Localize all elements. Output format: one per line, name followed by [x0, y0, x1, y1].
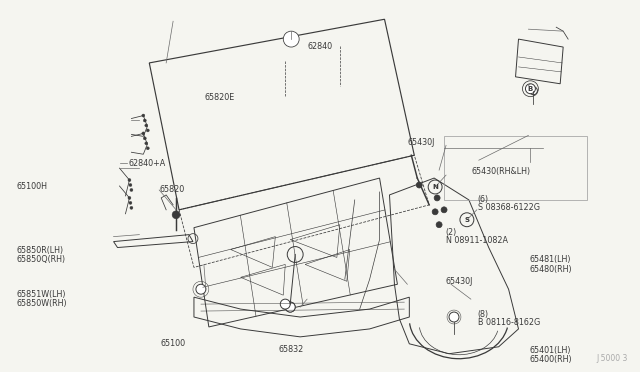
Circle shape — [441, 207, 447, 213]
Text: 65832: 65832 — [279, 345, 304, 354]
Text: S 08368-6122G: S 08368-6122G — [477, 203, 540, 212]
Text: 65430J: 65430J — [446, 278, 473, 286]
Text: 65430(RH&LH): 65430(RH&LH) — [471, 167, 531, 176]
Circle shape — [143, 119, 147, 122]
Text: S: S — [465, 217, 469, 223]
Circle shape — [145, 142, 148, 145]
Text: 65851W(LH): 65851W(LH) — [17, 290, 66, 299]
Circle shape — [145, 124, 148, 127]
Text: 65100: 65100 — [160, 340, 185, 349]
Circle shape — [129, 201, 132, 204]
Text: 62840+A: 62840+A — [128, 158, 165, 168]
Circle shape — [147, 147, 149, 150]
Circle shape — [529, 87, 538, 95]
Text: 65430J: 65430J — [408, 138, 435, 147]
Text: (6): (6) — [477, 195, 489, 204]
Circle shape — [129, 183, 132, 186]
Text: 65850R(LH): 65850R(LH) — [17, 246, 63, 255]
Circle shape — [449, 312, 459, 322]
Text: 65820E: 65820E — [204, 93, 235, 102]
Text: (2): (2) — [446, 228, 457, 237]
Circle shape — [128, 196, 131, 199]
Text: 65400(RH): 65400(RH) — [530, 355, 572, 364]
Circle shape — [142, 132, 145, 135]
Circle shape — [172, 211, 180, 219]
Text: 65850Q(RH): 65850Q(RH) — [17, 255, 65, 264]
Text: 65850W(RH): 65850W(RH) — [17, 299, 67, 308]
Circle shape — [284, 31, 299, 47]
Circle shape — [285, 302, 295, 312]
Circle shape — [130, 206, 133, 209]
Text: 65100H: 65100H — [17, 182, 47, 190]
Text: N 08911-1082A: N 08911-1082A — [446, 236, 508, 245]
Circle shape — [130, 189, 133, 192]
Text: N: N — [432, 184, 438, 190]
Circle shape — [434, 195, 440, 201]
Circle shape — [416, 182, 422, 188]
Circle shape — [128, 179, 131, 182]
Circle shape — [142, 114, 145, 117]
Text: 65480(RH): 65480(RH) — [530, 264, 572, 273]
Circle shape — [196, 284, 206, 294]
Text: B: B — [528, 86, 533, 92]
Circle shape — [147, 129, 149, 132]
Text: 65401(LH): 65401(LH) — [530, 346, 571, 355]
Circle shape — [285, 302, 295, 312]
Text: J 5000 3: J 5000 3 — [596, 354, 628, 363]
Circle shape — [525, 84, 536, 94]
Text: 65481(LH): 65481(LH) — [530, 255, 571, 264]
Text: 65820: 65820 — [160, 185, 185, 194]
Text: B 08116-8162G: B 08116-8162G — [477, 318, 540, 327]
Text: 62840: 62840 — [307, 42, 332, 51]
Circle shape — [280, 299, 290, 309]
Text: (8): (8) — [477, 310, 489, 319]
Circle shape — [143, 137, 147, 140]
Circle shape — [432, 209, 438, 215]
Circle shape — [436, 222, 442, 228]
